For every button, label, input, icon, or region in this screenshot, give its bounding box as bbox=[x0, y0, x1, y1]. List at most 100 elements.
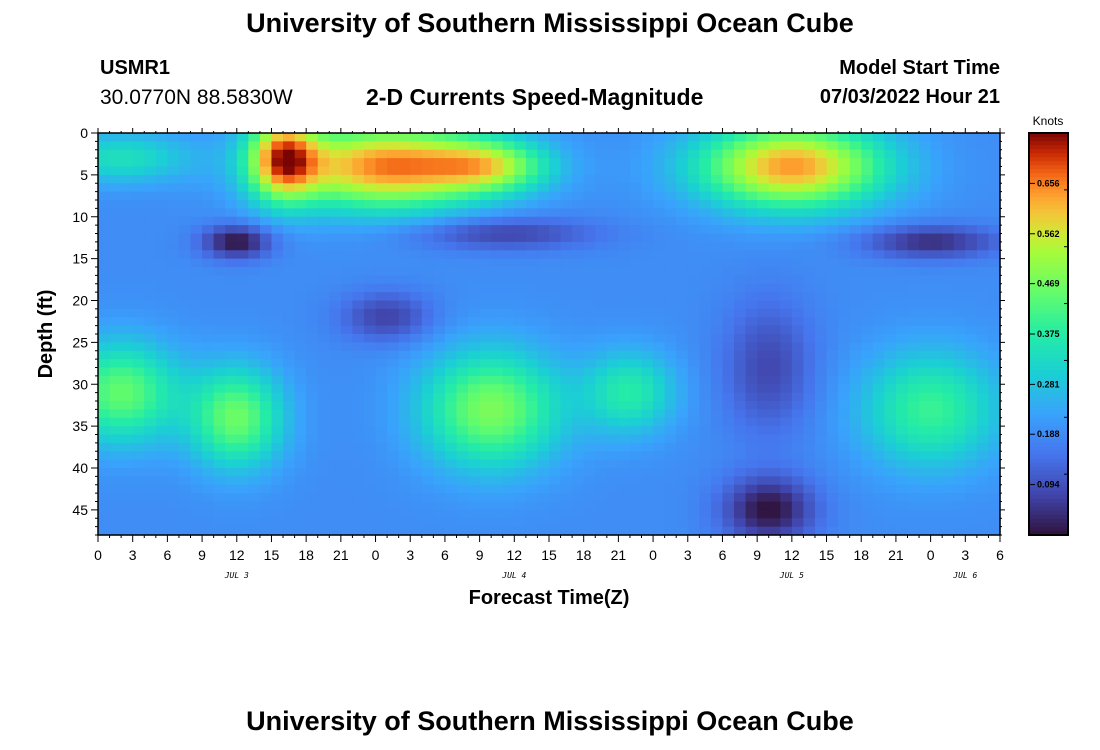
heatmap-cell bbox=[283, 426, 296, 436]
heatmap-cell bbox=[861, 225, 874, 235]
heatmap-cell bbox=[468, 191, 481, 201]
heatmap-cell bbox=[595, 509, 608, 519]
heatmap-cell bbox=[352, 367, 365, 377]
colorbar-step bbox=[1029, 281, 1068, 287]
heatmap-cell bbox=[734, 233, 747, 243]
heatmap-cell bbox=[329, 493, 342, 503]
heatmap-cell bbox=[190, 417, 203, 427]
heatmap-cell bbox=[456, 317, 469, 327]
heatmap-cell bbox=[502, 375, 515, 385]
heatmap-cell bbox=[132, 384, 145, 394]
colorbar-step bbox=[1029, 237, 1068, 243]
heatmap-cell bbox=[965, 225, 978, 235]
heatmap-cell bbox=[259, 158, 273, 168]
colorbar-step bbox=[1029, 374, 1068, 379]
heatmap-cell bbox=[98, 350, 111, 360]
heatmap-cell bbox=[294, 409, 307, 419]
heatmap-cell bbox=[514, 468, 527, 477]
heatmap-cell bbox=[976, 158, 990, 168]
heatmap-cell bbox=[618, 317, 631, 327]
heatmap-cell bbox=[560, 250, 573, 260]
heatmap-cell bbox=[329, 200, 342, 209]
colorbar-step bbox=[1029, 474, 1068, 480]
heatmap-cell bbox=[306, 292, 319, 302]
heatmap-cell bbox=[699, 250, 712, 260]
heatmap-cell bbox=[225, 434, 238, 444]
heatmap-cell bbox=[907, 476, 920, 486]
heatmap-cell bbox=[895, 317, 909, 327]
heatmap-cell bbox=[144, 359, 157, 369]
heatmap-cell bbox=[433, 200, 446, 209]
heatmap-cell bbox=[398, 233, 411, 243]
heatmap-cell bbox=[248, 283, 261, 293]
heatmap-cell bbox=[595, 141, 608, 151]
heatmap-cell bbox=[861, 216, 874, 226]
heatmap-cell bbox=[468, 518, 481, 528]
heatmap-cell bbox=[398, 267, 411, 276]
heatmap-cell bbox=[838, 267, 851, 276]
heatmap-cell bbox=[178, 359, 192, 369]
heatmap-cell bbox=[98, 183, 111, 193]
x-tick-label: 3 bbox=[129, 547, 137, 563]
colorbar-step bbox=[1029, 217, 1068, 223]
heatmap-cell bbox=[919, 476, 932, 486]
heatmap-cell bbox=[387, 375, 400, 385]
heatmap-cell bbox=[375, 375, 388, 385]
heatmap-cell bbox=[329, 158, 342, 168]
heatmap-cell bbox=[456, 342, 469, 352]
heatmap-cell bbox=[595, 451, 608, 461]
heatmap-cell bbox=[213, 275, 226, 285]
heatmap-cell bbox=[861, 191, 874, 201]
heatmap-cell bbox=[479, 342, 492, 352]
heatmap-cell bbox=[352, 241, 365, 251]
heatmap-cell bbox=[919, 292, 932, 302]
heatmap-cell bbox=[629, 350, 643, 360]
heatmap-cell bbox=[294, 367, 307, 377]
heatmap-cell bbox=[121, 451, 134, 461]
heatmap-cell bbox=[433, 509, 446, 519]
heatmap-cell bbox=[121, 233, 134, 243]
heatmap-cell bbox=[121, 258, 134, 268]
heatmap-cell bbox=[306, 133, 319, 142]
heatmap-cell bbox=[225, 308, 238, 318]
heatmap-cell bbox=[549, 375, 562, 385]
heatmap-cell bbox=[375, 300, 388, 310]
heatmap-cell bbox=[317, 308, 330, 318]
heatmap-cell bbox=[98, 434, 111, 444]
heatmap-cell bbox=[803, 451, 816, 461]
heatmap-cell bbox=[502, 250, 515, 260]
heatmap-cell bbox=[144, 451, 157, 461]
heatmap-cell bbox=[502, 233, 515, 243]
heatmap-cell bbox=[375, 417, 388, 427]
heatmap-cell bbox=[202, 183, 215, 193]
heatmap-cell bbox=[710, 434, 724, 444]
heatmap-cell bbox=[433, 476, 446, 486]
heatmap-cell bbox=[259, 451, 273, 461]
heatmap-cell bbox=[421, 308, 434, 318]
heatmap-cell bbox=[340, 183, 354, 193]
colorbar-step bbox=[1029, 233, 1068, 239]
x-tick-label: 12 bbox=[507, 547, 523, 563]
heatmap-cell bbox=[953, 275, 966, 285]
heatmap-cell bbox=[340, 149, 354, 159]
heatmap-cell bbox=[629, 518, 643, 528]
heatmap-cell bbox=[872, 426, 885, 436]
heatmap-cell bbox=[236, 334, 249, 343]
heatmap-cell bbox=[421, 283, 434, 293]
heatmap-cell bbox=[861, 501, 874, 511]
heatmap-cell bbox=[965, 518, 978, 528]
heatmap-cell bbox=[236, 375, 249, 385]
heatmap-cell bbox=[537, 158, 550, 168]
heatmap-cell bbox=[953, 258, 966, 268]
heatmap-cell bbox=[757, 476, 770, 486]
heatmap-cell bbox=[271, 225, 284, 235]
heatmap-cell bbox=[421, 459, 434, 469]
heatmap-cell bbox=[653, 267, 666, 276]
heatmap-cell bbox=[606, 518, 619, 528]
heatmap-cell bbox=[884, 509, 897, 519]
heatmap-cell bbox=[710, 468, 724, 477]
heatmap-cell bbox=[734, 493, 747, 503]
colorbar-step bbox=[1029, 193, 1068, 198]
heatmap-cell bbox=[190, 342, 203, 352]
heatmap-cell bbox=[722, 300, 735, 310]
